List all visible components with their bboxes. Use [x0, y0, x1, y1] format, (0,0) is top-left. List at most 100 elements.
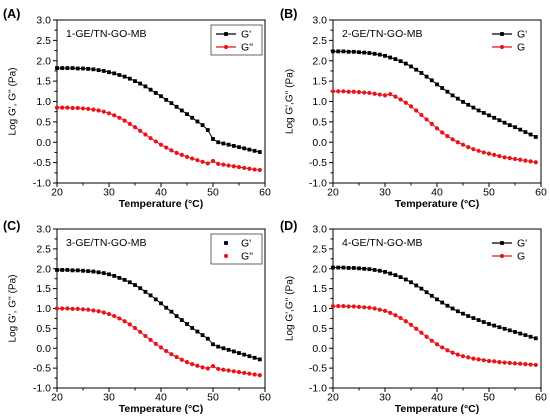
storage-modulus-point [471, 105, 476, 110]
loss-modulus-point [492, 152, 497, 157]
loss-modulus-point [424, 117, 429, 122]
storage-modulus-point [414, 283, 419, 288]
storage-modulus-point [429, 78, 434, 83]
y-tick-label: 0.0 [36, 343, 51, 355]
loss-modulus-point [164, 145, 169, 150]
storage-modulus-point [242, 146, 247, 151]
loss-modulus-point [169, 352, 174, 357]
loss-modulus-point [367, 90, 372, 96]
storage-modulus-point [351, 266, 356, 270]
loss-modulus-point [96, 108, 101, 113]
storage-modulus-point [164, 97, 169, 102]
loss-modulus-point [143, 333, 148, 339]
storage-modulus-point [409, 64, 413, 69]
storage-modulus-point [357, 50, 361, 55]
storage-modulus-point [388, 55, 393, 60]
storage-modulus-point [179, 108, 184, 113]
loss-modulus-point [434, 126, 440, 131]
storage-modulus-point [133, 79, 137, 84]
legend-label: G' [517, 238, 527, 250]
storage-modulus-point [252, 148, 257, 153]
legend-label: G [517, 251, 525, 263]
panel-label: (B) [280, 7, 297, 21]
loss-modulus-point [101, 109, 106, 114]
loss-modulus-point [502, 360, 507, 365]
y-tick-label: 0.0 [312, 343, 327, 355]
y-tick-label: 1.5 [36, 283, 51, 295]
loss-modulus-point [382, 93, 388, 98]
y-tick-label: 2.0 [36, 263, 51, 275]
storage-modulus-point [445, 89, 450, 94]
loss-modulus-line [333, 90, 536, 163]
x-tick-label: 30 [379, 392, 391, 404]
x-axis-title: Temperature (°C) [395, 198, 480, 210]
loss-modulus-point [205, 366, 210, 371]
storage-modulus-point [153, 297, 158, 302]
storage-modulus-point [346, 266, 351, 270]
loss-modulus-point [502, 155, 507, 160]
storage-modulus-point [409, 280, 413, 285]
loss-modulus-point [106, 111, 112, 116]
loss-modulus-point [512, 156, 518, 162]
storage-modulus-point [518, 331, 523, 336]
loss-modulus-point [252, 372, 257, 377]
loss-modulus-point [507, 156, 512, 161]
y-tick-label: -0.5 [33, 157, 51, 169]
storage-modulus-point [367, 267, 372, 272]
storage-modulus-point [461, 100, 465, 104]
y-tick-label: -0.5 [33, 363, 51, 375]
legend: G'G'' [210, 24, 263, 56]
storage-modulus-point [471, 316, 476, 320]
y-tick-label: 1.0 [312, 96, 327, 108]
loss-modulus-point [351, 89, 356, 94]
storage-modulus-point [91, 269, 96, 274]
loss-modulus-point [377, 307, 382, 312]
loss-modulus-point [336, 89, 341, 94]
storage-modulus-point [195, 329, 200, 334]
loss-modulus-point [179, 357, 184, 362]
storage-modulus-point [257, 150, 262, 154]
panel-label: (C) [3, 219, 20, 233]
storage-modulus-point [492, 115, 497, 120]
storage-modulus-point [200, 123, 205, 128]
storage-modulus-point [211, 342, 215, 347]
loss-modulus-point [497, 154, 502, 159]
loss-modulus-point [466, 355, 471, 360]
storage-modulus-point [96, 68, 101, 73]
storage-modulus-point [377, 52, 382, 57]
storage-modulus-point [383, 270, 387, 274]
loss-modulus-point [247, 166, 252, 171]
panel-a: (A) 20 30 40 50 60 -1.0 -0.5 0.0 0.5 1.0 1.5 2.0 2.5 3… [3, 7, 271, 210]
storage-modulus-point [388, 271, 393, 276]
storage-modulus-point [331, 265, 335, 270]
legend-label: G' [517, 29, 527, 41]
storage-modulus-point [148, 87, 153, 92]
x-tick-label: 50 [207, 187, 219, 199]
loss-modulus-point [471, 147, 476, 152]
loss-modulus-point [138, 128, 143, 133]
storage-modulus-point [377, 268, 382, 273]
storage-modulus-point [523, 333, 528, 338]
loss-modulus-point [388, 310, 393, 315]
loss-modulus-point [65, 306, 70, 311]
legend-item: G' [224, 238, 251, 250]
loss-modulus-point [460, 354, 466, 359]
storage-modulus-point [362, 266, 367, 271]
loss-modulus-point [242, 370, 247, 375]
x-tick-label: 30 [103, 187, 115, 199]
loss-modulus-point [497, 360, 502, 365]
loss-modulus-point [403, 100, 408, 105]
storage-modulus-point [419, 71, 424, 75]
x-tick-label: 20 [327, 392, 339, 404]
storage-modulus-point [70, 66, 75, 70]
loss-modulus-point [195, 363, 200, 368]
loss-modulus-point [346, 89, 351, 94]
storage-modulus-point [174, 104, 179, 109]
loss-modulus-point [236, 165, 242, 170]
loss-modulus-point [60, 306, 65, 311]
storage-modulus-point [424, 74, 429, 79]
storage-modulus-point [372, 51, 377, 56]
y-tick-label: -0.5 [309, 157, 327, 169]
y-axis-title: Log G', G'' (Pa) [8, 68, 19, 136]
loss-modulus-line [333, 305, 536, 366]
